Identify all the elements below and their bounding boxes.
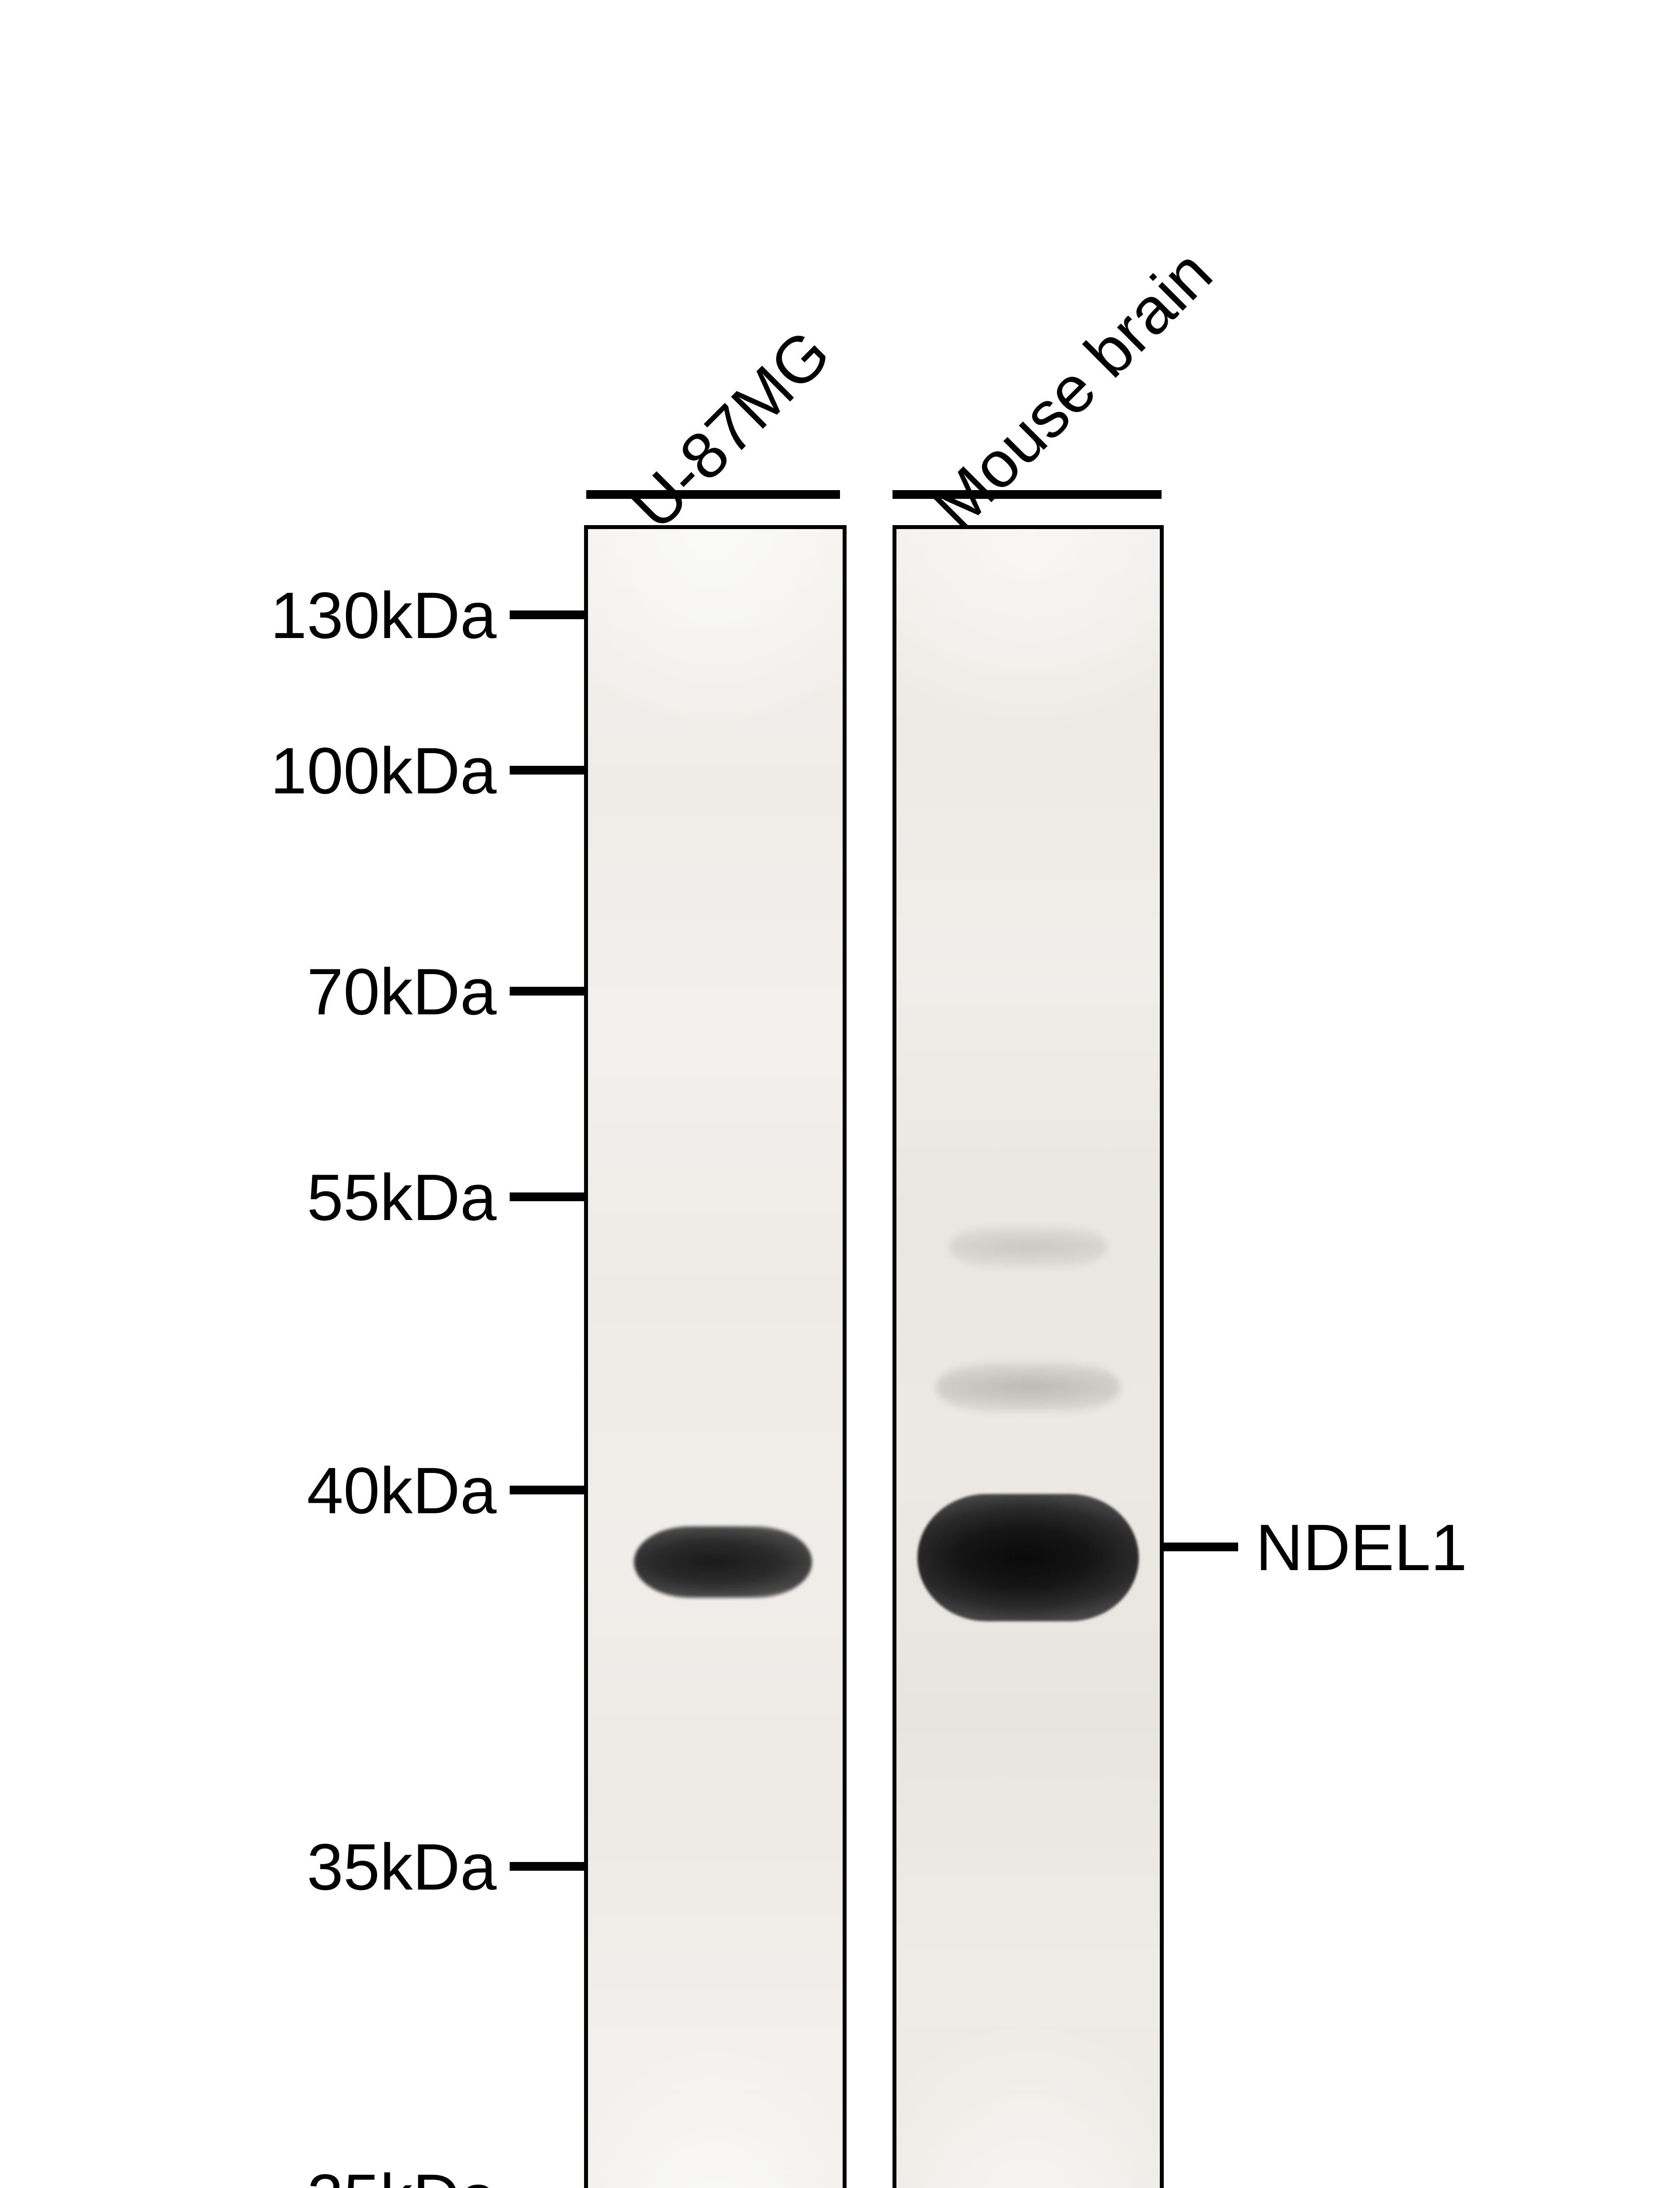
- marker-70kda: 70kDa: [199, 954, 497, 1030]
- marker-tick-35: [510, 1862, 584, 1871]
- marker-35kda: 35kDa: [199, 1829, 497, 1905]
- nonspecific-band-mid-lane2: [936, 1361, 1120, 1412]
- blot-lane-mouse-brain: [892, 525, 1164, 2188]
- target-tick-ndel1: [1164, 1543, 1238, 1551]
- lane-underline-1: [586, 490, 840, 499]
- lane-label-u87mg: U-87MG: [616, 315, 845, 544]
- marker-tick-55: [510, 1192, 584, 1201]
- marker-130kda: 130kDa: [199, 578, 497, 653]
- blot-bg-1: [588, 529, 843, 2188]
- marker-tick-70: [510, 987, 584, 996]
- nonspecific-band-upper-lane2: [949, 1226, 1107, 1268]
- ndel1-band-lane1: [634, 1526, 812, 1598]
- ndel1-band-lane2: [917, 1494, 1139, 1621]
- blot-lane-u87mg: [584, 525, 847, 2188]
- marker-100kda: 100kDa: [199, 733, 497, 809]
- blot-bg-2: [896, 529, 1160, 2188]
- marker-55kda: 55kDa: [199, 1160, 497, 1235]
- marker-tick-40: [510, 1486, 584, 1494]
- western-blot-figure: U-87MG Mouse brain 130kDa 100kDa 70kDa 5…: [0, 0, 1680, 2188]
- marker-tick-130: [510, 610, 584, 619]
- lane-underline-2: [892, 490, 1162, 499]
- marker-tick-100: [510, 766, 584, 775]
- target-label-ndel1: NDEL1: [1256, 1510, 1467, 1585]
- marker-25kda: 25kDa: [199, 2160, 497, 2188]
- marker-40kda: 40kDa: [199, 1453, 497, 1529]
